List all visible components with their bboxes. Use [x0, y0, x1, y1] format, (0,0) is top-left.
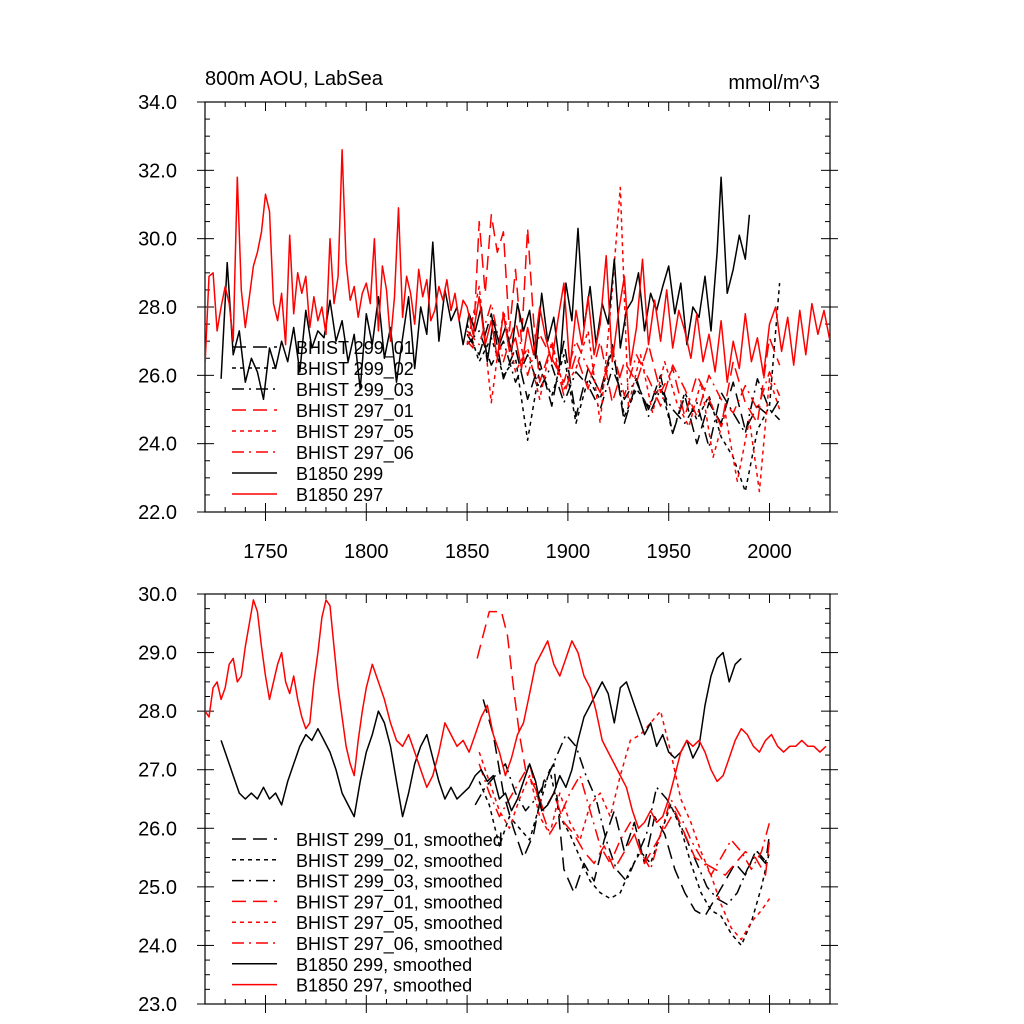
bottom-y-tick-label: 27.0: [138, 760, 177, 782]
top-x-tick-label: 1900: [546, 541, 591, 563]
top-legend-label: BHIST 299_03: [296, 380, 414, 401]
bottom-legend-label: B1850 297, smoothed: [296, 976, 472, 996]
bottom-series-line-1: [482, 699, 771, 917]
top-series-group: [205, 149, 830, 493]
top-legend-label: B1850 297: [296, 485, 383, 505]
bottom-series-line-3: [474, 733, 769, 906]
top-x-tick-label: 1800: [344, 541, 389, 563]
bottom-legend-label: BHIST 297_05, smoothed: [296, 913, 503, 934]
top-legend-label: B1850 299: [296, 464, 383, 484]
top-y-tick-label: 32.0: [138, 160, 177, 182]
top-legend-label: BHIST 299_02: [296, 359, 414, 380]
top-legend-label: BHIST 297_06: [296, 443, 414, 464]
top-series-line-5: [466, 186, 781, 493]
bottom-series-line-7: [220, 651, 742, 818]
bottom-y-tick-label: 23.0: [138, 994, 177, 1016]
top-x-tick-label: 1750: [243, 541, 288, 563]
bottom-y-tick-label: 24.0: [138, 935, 177, 957]
top-series-line-4: [466, 214, 781, 428]
bottom-series-group: [205, 599, 827, 947]
bottom-legend-label: BHIST 297_01, smoothed: [296, 892, 503, 913]
bottom-legend-label: BHIST 297_06, smoothed: [296, 934, 503, 955]
top-series-line-1: [466, 313, 781, 445]
top-panel-units: mmol/m^3: [728, 72, 820, 94]
bottom-y-tick-label: 25.0: [138, 877, 177, 899]
top-y-tick-label: 26.0: [138, 365, 177, 387]
top-y-tick-label: 28.0: [138, 297, 177, 319]
top-legend-label: BHIST 299_01: [296, 338, 414, 359]
top-series-line-3: [466, 330, 781, 448]
bottom-y-tick-label: 28.0: [138, 701, 177, 723]
bottom-panel: 23.0 24.0 25.0 26.0 27.0 28.0 29.0 30.0 BHIST 29…: [138, 584, 838, 1016]
bottom-series-line-5: [478, 710, 771, 941]
top-x-tick-label: 2000: [747, 541, 792, 563]
bottom-series-line-4: [476, 610, 771, 876]
top-series-line-8: [205, 149, 830, 383]
bottom-legend-label: BHIST 299_02, smoothed: [296, 851, 503, 872]
bottom-y-tick-label: 26.0: [138, 818, 177, 840]
bottom-legend-label: BHIST 299_01, smoothed: [296, 830, 503, 851]
bottom-y-tick-label: 30.0: [138, 584, 177, 606]
top-series-line-2: [466, 283, 781, 493]
bottom-legend-label: B1850 299, smoothed: [296, 955, 472, 975]
bottom-y-tick-label: 29.0: [138, 643, 177, 665]
top-y-tick-label: 24.0: [138, 434, 177, 456]
top-legend-label: BHIST 297_05: [296, 422, 414, 443]
top-y-tick-label: 34.0: [138, 92, 177, 114]
bottom-series-line-2: [478, 768, 771, 947]
top-x-tick-label: 1950: [646, 541, 691, 563]
top-y-tick-label: 30.0: [138, 229, 177, 251]
bottom-series-line-8: [205, 599, 827, 830]
top-x-tick-label: 1850: [445, 541, 490, 563]
bottom-legend-label: BHIST 299_03, smoothed: [296, 872, 503, 893]
top-y-tick-label: 22.0: [138, 502, 177, 524]
top-panel-title: 800m AOU, LabSea: [205, 68, 384, 90]
top-series-line-7: [220, 176, 751, 401]
top-legend-label: BHIST 297_01: [296, 401, 414, 422]
top-series-line-6: [466, 302, 781, 418]
top-panel: 800m AOU, LabSea mmol/m^3 1750 1800 1850 19…: [138, 68, 838, 563]
bottom-series-line-6: [478, 763, 771, 876]
